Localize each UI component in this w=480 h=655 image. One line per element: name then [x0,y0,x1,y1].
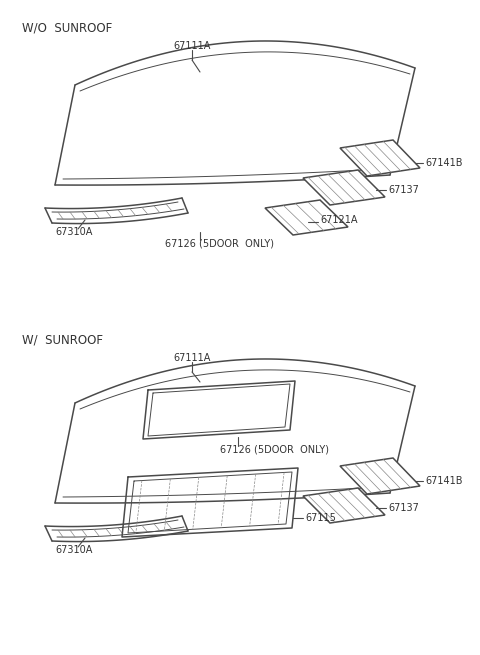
Text: W/O  SUNROOF: W/O SUNROOF [22,22,112,35]
Text: 67126 (5DOOR  ONLY): 67126 (5DOOR ONLY) [220,445,329,455]
Text: 67310A: 67310A [55,545,92,555]
Text: 67111A: 67111A [173,353,211,363]
Text: W/  SUNROOF: W/ SUNROOF [22,333,103,346]
Text: 67115: 67115 [305,513,336,523]
Text: 67126 (5DOOR  ONLY): 67126 (5DOOR ONLY) [165,238,274,248]
Polygon shape [303,170,385,205]
Text: 67137: 67137 [388,503,419,513]
Text: 67310A: 67310A [55,227,92,237]
Text: 67141B: 67141B [425,158,463,168]
Polygon shape [265,200,348,235]
Text: 67141B: 67141B [425,476,463,486]
Polygon shape [340,458,420,494]
Polygon shape [303,488,385,523]
Text: 67111A: 67111A [173,41,211,51]
Text: 67137: 67137 [388,185,419,195]
Text: 67121A: 67121A [320,215,358,225]
Polygon shape [340,140,420,176]
